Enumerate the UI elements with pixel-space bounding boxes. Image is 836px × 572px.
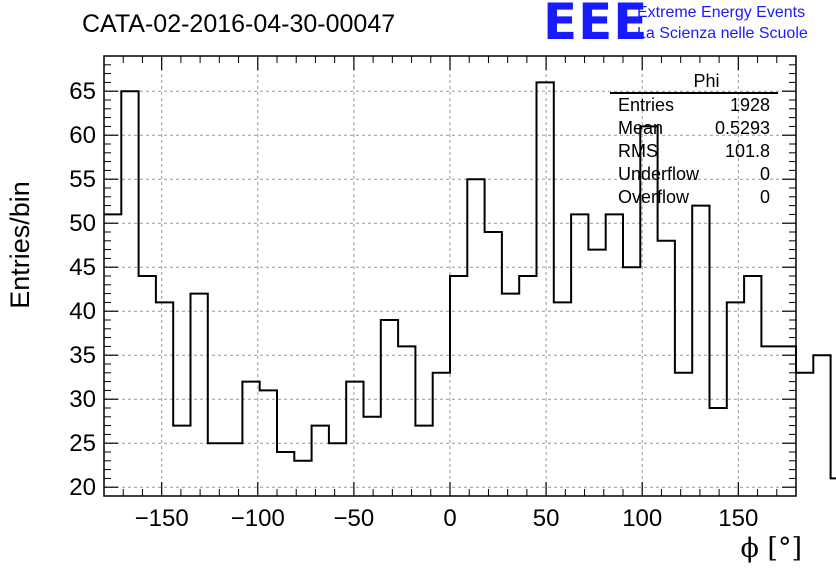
histogram-bin	[675, 373, 692, 496]
stats-title: Phi	[610, 70, 778, 94]
histogram-bin	[606, 214, 623, 496]
histogram-bin	[242, 382, 259, 496]
histogram-bin	[225, 443, 242, 496]
histogram-bin	[346, 382, 363, 496]
stats-label: Mean	[618, 118, 664, 138]
histogram-bin	[139, 276, 156, 496]
x-tick-label: −50	[334, 505, 375, 532]
histogram-bin	[658, 241, 675, 496]
histogram-bin	[727, 302, 744, 496]
histogram-bin	[537, 82, 554, 496]
histogram-bins	[104, 81, 836, 496]
histogram-bin	[710, 408, 727, 496]
histogram-bin	[191, 294, 208, 496]
stats-value: 0	[759, 187, 770, 207]
histogram-bin	[779, 346, 796, 496]
histogram-bin	[104, 214, 121, 496]
x-tick-label: 0	[443, 505, 456, 532]
y-tick-label: 45	[69, 254, 96, 281]
eee-tagline-2: La Scienza nelle Scuole	[637, 25, 808, 42]
stats-label: Overflow	[618, 187, 690, 207]
histogram-bin	[329, 443, 346, 496]
eee-logo: EEE	[543, 0, 649, 51]
y-tick-label: 30	[69, 386, 96, 413]
stats-row-rms: RMS 101.8	[610, 140, 778, 163]
histogram-bin	[485, 232, 502, 496]
histogram-bin	[208, 443, 225, 496]
stats-label: RMS	[618, 141, 658, 161]
histogram-bin	[433, 373, 450, 496]
histogram-bin	[588, 250, 605, 496]
histogram-bin	[156, 302, 173, 496]
histogram-bin	[761, 346, 778, 496]
histogram-bin	[294, 461, 311, 496]
x-axis-label: ϕ [°]	[740, 533, 802, 564]
histogram-outline	[104, 81, 836, 480]
histogram-bin	[554, 302, 571, 496]
histogram-bin	[796, 373, 813, 496]
histogram-bin	[519, 276, 536, 496]
histogram-bin	[277, 452, 294, 496]
histogram-bin	[744, 276, 761, 496]
histogram-bin	[121, 91, 138, 496]
histogram-bin	[692, 206, 709, 496]
histogram-bin	[173, 426, 190, 496]
histogram-bin	[450, 276, 467, 496]
stats-value: 1928	[729, 95, 770, 115]
x-tick-label: 150	[718, 505, 758, 532]
stats-row-underflow: Underflow 0	[610, 163, 778, 186]
histogram-bin	[623, 267, 640, 496]
histogram-bin	[831, 478, 836, 496]
axis-tick-labels: −150 −100 −50 0 50 100 150 20 25 30 35 40 45 50 55 60 65	[69, 78, 758, 532]
histogram-bin	[502, 294, 519, 496]
chart-title: CATA-02-2016-04-30-00047	[82, 10, 396, 38]
histogram-bin	[571, 214, 588, 496]
stats-value: 101.8	[724, 141, 770, 161]
plot-frame	[103, 55, 797, 497]
histogram-bin	[813, 355, 830, 496]
histogram-bin	[364, 417, 381, 496]
y-tick-label: 55	[69, 166, 96, 193]
y-tick-label: 50	[69, 210, 96, 237]
axis-ticks	[103, 55, 797, 497]
y-tick-label: 35	[69, 342, 96, 369]
y-tick-label: 40	[69, 298, 96, 325]
histogram-bin	[398, 346, 415, 496]
histogram-bin	[415, 426, 432, 496]
x-tick-label: 50	[533, 505, 560, 532]
stats-label: Underflow	[618, 164, 700, 184]
y-axis-label: Entries/bin	[5, 181, 35, 309]
histogram-bin	[467, 179, 484, 496]
x-tick-label: −150	[135, 505, 189, 532]
stats-value: 0.5293	[714, 118, 770, 138]
stats-row-entries: Entries 1928	[610, 94, 778, 117]
histogram-bin	[381, 320, 398, 496]
stats-row-overflow: Overflow 0	[610, 186, 778, 209]
stats-row-mean: Mean 0.5293	[610, 117, 778, 140]
x-tick-label: 100	[622, 505, 662, 532]
y-tick-label: 25	[69, 430, 96, 457]
histogram-bin	[312, 426, 329, 496]
y-tick-label: 65	[69, 78, 96, 105]
histogram-bin	[260, 390, 277, 496]
x-tick-label: −100	[231, 505, 285, 532]
stats-value: 0	[759, 164, 770, 184]
y-tick-label: 20	[69, 474, 96, 501]
stats-label: Entries	[618, 95, 675, 115]
y-tick-label: 60	[69, 122, 96, 149]
eee-tagline-1: Extreme Energy Events	[637, 4, 806, 21]
stats-box: Phi Entries 1928 Mean 0.5293 RMS 101.8 Unde…	[610, 70, 778, 209]
